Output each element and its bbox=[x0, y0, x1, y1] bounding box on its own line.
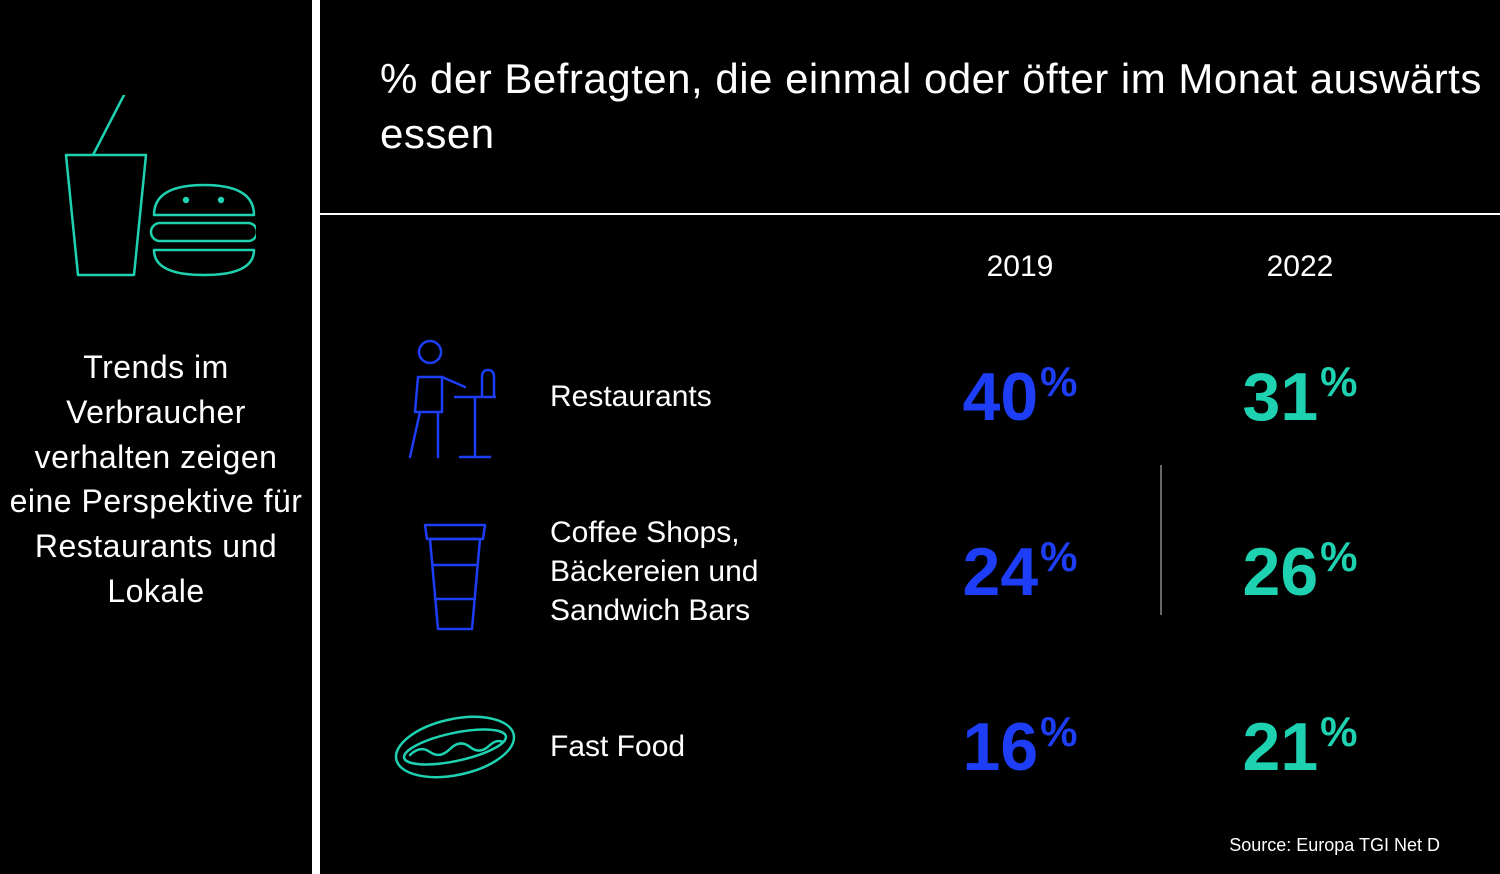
value-2019: 16% bbox=[880, 708, 1160, 786]
row-label: Coffee Shops, Bäckereien und Sandwich Ba… bbox=[530, 513, 880, 630]
chart-title: % der Befragten, die einmal oder öfter i… bbox=[380, 52, 1500, 161]
year-2022-header: 2022 bbox=[1160, 250, 1440, 284]
data-row-restaurants: Restaurants 40% 31% bbox=[380, 309, 1440, 484]
data-row-coffee: Coffee Shops, Bäckereien und Sandwich Ba… bbox=[380, 484, 1440, 659]
chart-header: % der Befragten, die einmal oder öfter i… bbox=[320, 0, 1500, 215]
value-2019: 40% bbox=[880, 358, 1160, 436]
main-panel: % der Befragten, die einmal oder öfter i… bbox=[320, 0, 1500, 874]
year-header-row: 2019 2022 bbox=[380, 250, 1440, 284]
value-2022: 26% bbox=[1160, 533, 1440, 611]
sidebar: Trends im Verbraucher verhalten zeigen e… bbox=[0, 0, 320, 874]
data-row-fastfood: Fast Food 16% 21% bbox=[380, 659, 1440, 834]
value-2022: 21% bbox=[1160, 708, 1440, 786]
restaurant-icon bbox=[380, 332, 530, 462]
hotdog-icon bbox=[380, 697, 530, 797]
sidebar-text: Trends im Verbraucher verhalten zeigen e… bbox=[0, 345, 312, 614]
value-2022: 31% bbox=[1160, 358, 1440, 436]
drink-burger-icon bbox=[56, 95, 256, 285]
year-2019-header: 2019 bbox=[880, 250, 1160, 284]
coffee-cup-icon bbox=[380, 507, 530, 637]
row-label: Fast Food bbox=[530, 727, 880, 766]
row-label: Restaurants bbox=[530, 377, 880, 416]
source-text: Source: Europa TGI Net D bbox=[1229, 835, 1440, 856]
chart-content: 2019 2022 Restaurants 40% 31% bbox=[320, 215, 1500, 874]
value-2019: 24% bbox=[880, 533, 1160, 611]
